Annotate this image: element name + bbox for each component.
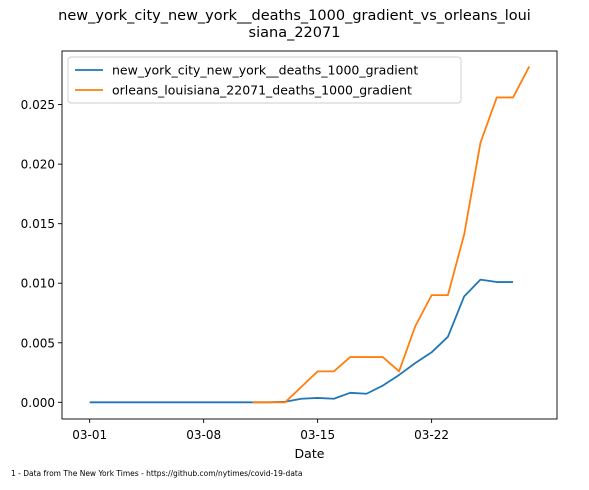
chart-title-line-1: new_york_city_new_york__deaths_1000_grad… [58,8,531,24]
series-line-2 [252,66,531,404]
x-tick-label: 03-01 [72,428,107,442]
chart-title-line-2: siana_22071 [248,25,341,41]
plot-frame [61,50,558,420]
legend-box [67,56,462,104]
legend-label-1: new_york_city_new_york__deaths_1000_grad… [112,63,418,78]
x-axis: 03-01 03-08 03-15 03-22 [72,419,449,442]
series-layer [89,66,531,404]
y-tick-label: 0.005 [21,336,55,350]
x-tick-label: 03-08 [186,428,221,442]
y-tick-label: 0.000 [21,396,55,410]
footnote: 1 - Data from The New York Times - https… [11,469,303,478]
x-tick-label: 03-15 [300,428,335,442]
y-axis: 0.000 0.005 0.010 0.015 0.020 0.025 [21,98,62,410]
series-line-1 [89,278,514,404]
x-tick-label: 03-22 [414,428,449,442]
y-tick-label: 0.020 [21,158,55,172]
y-tick-label: 0.015 [21,217,55,231]
x-axis-label: Date [295,446,325,461]
y-tick-label: 0.025 [21,98,55,112]
y-tick-label: 0.010 [21,277,55,291]
legend: new_york_city_new_york__deaths_1000_grad… [67,56,462,104]
legend-label-2: orleans_louisiana_22071_deaths_1000_grad… [112,83,412,98]
